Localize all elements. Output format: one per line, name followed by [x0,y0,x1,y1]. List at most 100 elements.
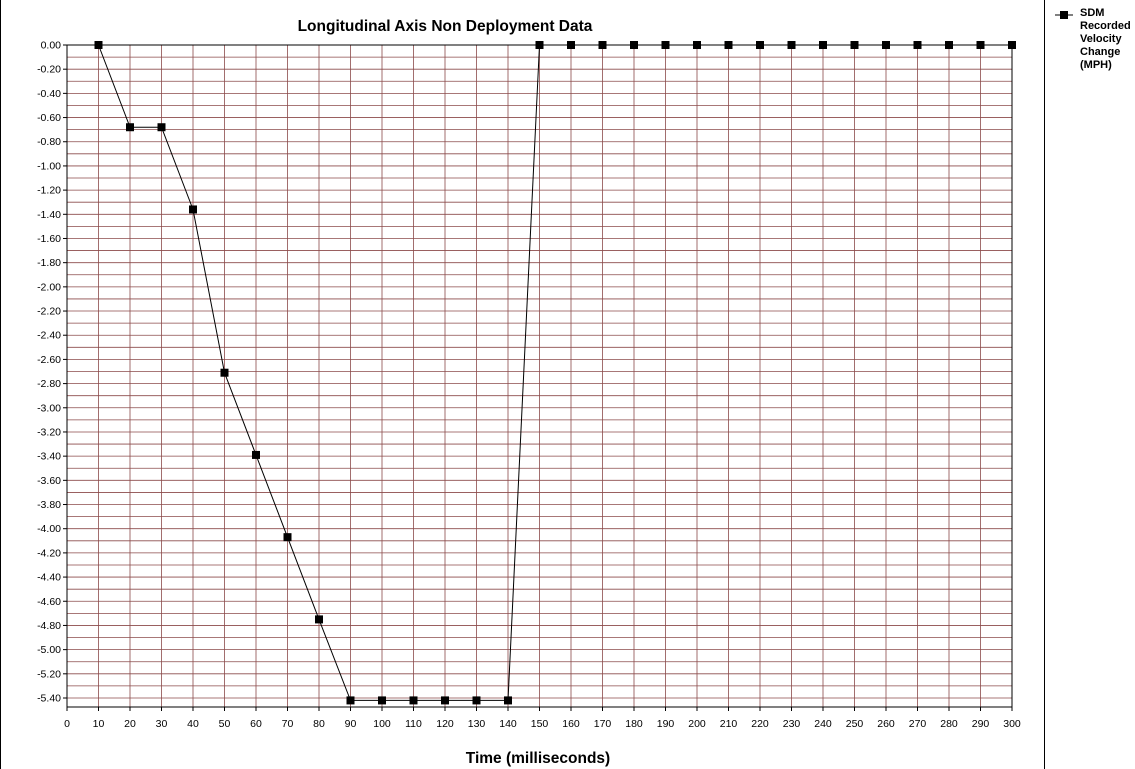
legend-label: SDM Recorded Velocity Change (MPH) [1080,7,1131,71]
y-tick-label: -1.40 [37,209,61,221]
y-tick-label: -2.40 [37,330,61,342]
x-tick-label: 100 [373,718,391,730]
data-point [441,696,449,705]
x-tick-label: 220 [751,718,769,730]
y-tick-label: -0.80 [37,136,61,148]
data-point [913,41,922,49]
y-tick-label: 0.00 [41,40,62,52]
y-tick-label: -0.40 [37,88,61,100]
grid [66,44,1013,707]
y-tick-label: -4.60 [37,596,61,608]
y-tick-label: -4.80 [37,620,61,632]
y-tick-label: -2.60 [37,354,61,366]
x-tick-label: 210 [720,718,738,730]
data-point [661,41,670,49]
x-tick-label: 160 [562,718,580,730]
y-tick-label: -4.20 [37,547,61,559]
series-line-group [98,44,1012,701]
y-tick-label: -3.40 [37,451,61,463]
x-tick-label: 180 [625,718,643,730]
y-tick-label: -2.80 [37,378,61,390]
data-point [504,696,512,705]
x-tick-label: 110 [405,718,422,730]
data-point [630,41,638,49]
y-axis-ticks: 0.00 -0.20 -0.40 -0.60 -0.80 -1.00 -1.20 -1.40 -… [37,40,67,705]
data-point [378,696,386,705]
y-tick-label: -1.80 [37,257,61,269]
x-tick-label: 260 [877,718,895,730]
data-point [724,41,733,49]
data-point [819,41,827,49]
x-tick-label: 80 [313,718,325,730]
square-marker-icon [1055,11,1073,19]
data-point [535,41,544,49]
data-point [126,123,134,132]
data-point [94,41,103,49]
data-point [945,41,953,49]
data-point [220,368,229,377]
data-point [157,123,166,132]
data-point [283,533,292,542]
x-tick-label: 170 [594,718,612,730]
x-tick-label: 90 [345,718,357,730]
x-tick-label: 30 [156,718,168,730]
x-tick-label: 270 [909,718,927,730]
x-tick-label: 250 [846,718,864,730]
y-tick-label: -5.20 [37,668,61,680]
x-tick-label: 150 [531,718,549,730]
x-tick-label: 280 [940,718,958,730]
x-tick-label: 190 [657,718,675,730]
data-point [252,450,260,459]
y-tick-label: -0.60 [37,112,61,124]
data-point [189,205,197,214]
chart-area: 0.00 -0.20 -0.40 -0.60 -0.80 -1.00 -1.20 -1.40 -… [0,0,1045,769]
data-point [472,696,481,705]
data-point [346,696,355,705]
x-tick-label: 40 [187,718,199,730]
data-point [315,615,323,624]
y-tick-label: -3.80 [37,499,61,511]
data-point [850,41,859,49]
data-point [787,41,796,49]
x-tick-label: 70 [282,718,294,730]
data-point [693,41,701,49]
data-point [409,696,418,705]
x-tick-label: 130 [468,718,486,730]
y-tick-label: -5.40 [37,693,61,705]
x-axis-ticks: 0 10 20 30 40 50 60 70 80 90 100 110 120 130 140 150 160… [64,707,1021,730]
x-tick-label: 140 [499,718,517,730]
x-tick-label: 10 [93,718,105,730]
x-tick-label: 20 [124,718,136,730]
x-tick-label: 0 [64,718,70,730]
y-tick-label: -3.00 [37,402,61,414]
y-tick-label: -3.60 [37,475,61,487]
data-point [756,41,764,49]
x-tick-label: 50 [219,718,231,730]
x-axis-title: Time (milliseconds) [466,750,610,767]
data-point [882,41,890,49]
y-tick-label: -1.60 [37,233,61,245]
data-point [1008,41,1016,49]
y-tick-label: -0.20 [37,64,61,76]
y-tick-label: -2.00 [37,281,61,293]
x-tick-label: 60 [250,718,262,730]
legend: SDM Recorded Velocity Change (MPH) [1047,0,1135,769]
data-point [567,41,575,49]
x-tick-label: 300 [1003,718,1021,730]
line-chart: 0.00 -0.20 -0.40 -0.60 -0.80 -1.00 -1.20 -1.40 -… [37,18,1021,767]
y-tick-label: -4.40 [37,572,61,584]
y-tick-label: -4.00 [37,523,61,535]
y-tick-label: -3.20 [37,426,61,438]
data-point [598,41,607,49]
chart-title: Longitudinal Axis Non Deployment Data [298,18,593,35]
x-tick-label: 290 [972,718,990,730]
y-tick-label: -1.20 [37,185,61,197]
y-tick-label: -1.00 [37,160,61,172]
x-tick-label: 120 [436,718,454,730]
data-point [976,41,985,49]
y-tick-label: -5.00 [37,644,61,656]
series-markers [94,41,1016,705]
series-line [98,44,1012,701]
x-tick-label: 240 [814,718,832,730]
x-tick-label: 230 [783,718,801,730]
